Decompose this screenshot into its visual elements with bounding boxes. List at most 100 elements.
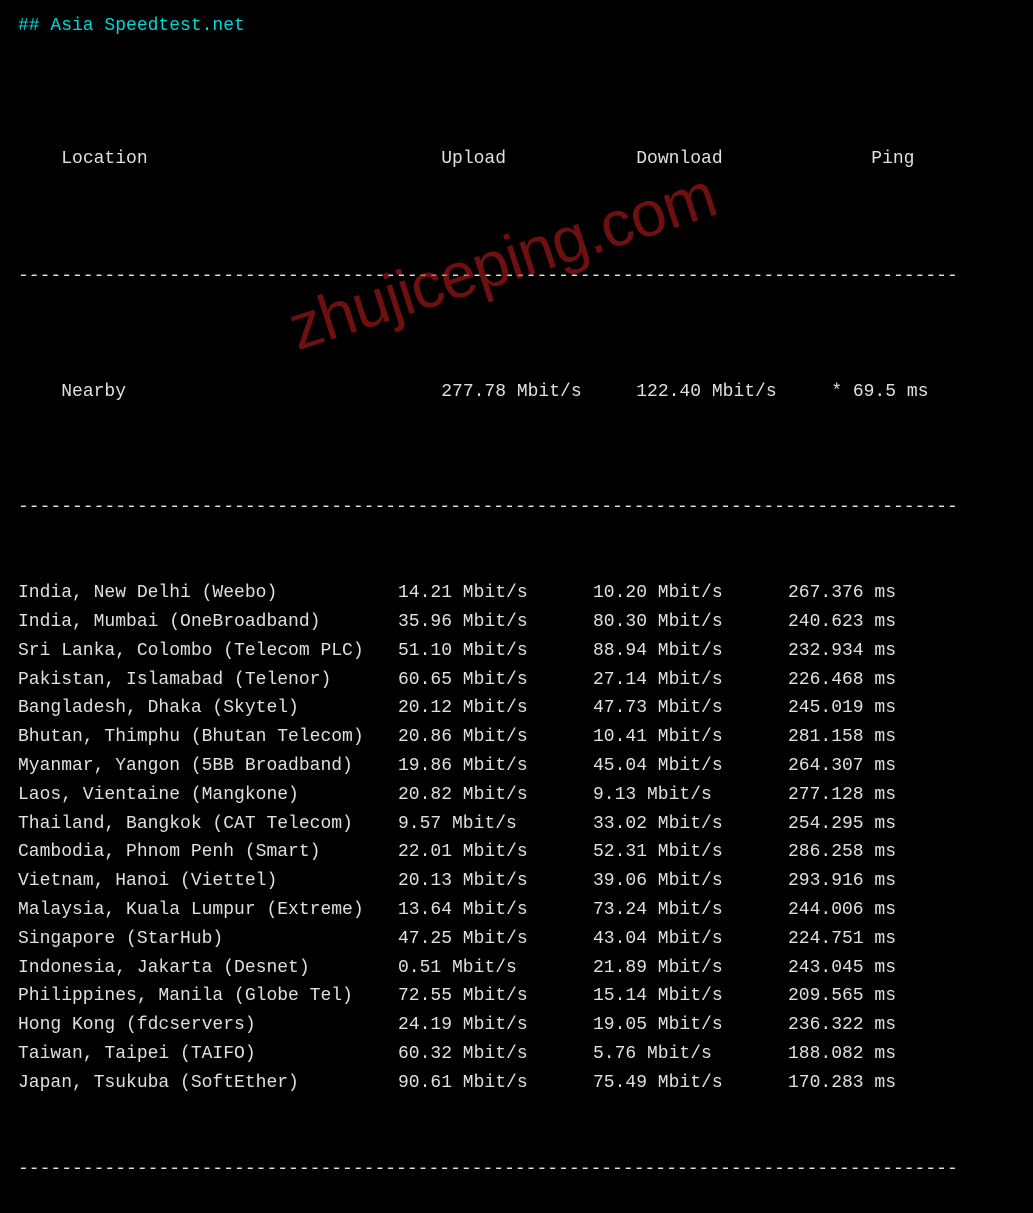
cell-upload: 60.65 Mbit/s bbox=[398, 666, 593, 695]
header-download: Download bbox=[636, 145, 831, 174]
cell-download: 39.06 Mbit/s bbox=[593, 867, 788, 896]
cell-location: Hong Kong (fdcservers) bbox=[18, 1011, 398, 1040]
divider: ----------------------------------------… bbox=[18, 493, 1015, 522]
cell-ping: 293.916 ms bbox=[788, 867, 896, 896]
cell-download: 9.13 Mbit/s bbox=[593, 781, 788, 810]
cell-ping: 245.019 ms bbox=[788, 694, 896, 723]
cell-download: 10.20 Mbit/s bbox=[593, 579, 788, 608]
cell-location: Pakistan, Islamabad (Telenor) bbox=[18, 666, 398, 695]
cell-ping: 224.751 ms bbox=[788, 925, 896, 954]
cell-ping: 243.045 ms bbox=[788, 954, 896, 983]
cell-upload: 0.51 Mbit/s bbox=[398, 954, 593, 983]
table-row: Myanmar, Yangon (5BB Broadband)19.86 Mbi… bbox=[18, 752, 1015, 781]
cell-location: Malaysia, Kuala Lumpur (Extreme) bbox=[18, 896, 398, 925]
cell-location: Thailand, Bangkok (CAT Telecom) bbox=[18, 810, 398, 839]
table-row: India, New Delhi (Weebo)14.21 Mbit/s10.2… bbox=[18, 579, 1015, 608]
table-row: Laos, Vientaine (Mangkone)20.82 Mbit/s9.… bbox=[18, 781, 1015, 810]
cell-ping: 244.006 ms bbox=[788, 896, 896, 925]
cell-upload: 20.12 Mbit/s bbox=[398, 694, 593, 723]
nearby-row: Nearby277.78 Mbit/s122.40 Mbit/s* 69.5 m… bbox=[18, 349, 1015, 435]
table-row: Singapore (StarHub)47.25 Mbit/s43.04 Mbi… bbox=[18, 925, 1015, 954]
cell-upload: 20.86 Mbit/s bbox=[398, 723, 593, 752]
cell-download: 80.30 Mbit/s bbox=[593, 608, 788, 637]
cell-location: Taiwan, Taipei (TAIFO) bbox=[18, 1040, 398, 1069]
cell-ping: 232.934 ms bbox=[788, 637, 896, 666]
cell-download: 15.14 Mbit/s bbox=[593, 982, 788, 1011]
table-row: Hong Kong (fdcservers)24.19 Mbit/s19.05 … bbox=[18, 1011, 1015, 1040]
cell-ping: 267.376 ms bbox=[788, 579, 896, 608]
cell-location: India, New Delhi (Weebo) bbox=[18, 579, 398, 608]
cell-location: Vietnam, Hanoi (Viettel) bbox=[18, 867, 398, 896]
cell-download: 10.41 Mbit/s bbox=[593, 723, 788, 752]
cell-download: 21.89 Mbit/s bbox=[593, 954, 788, 983]
cell-location: Bhutan, Thimphu (Bhutan Telecom) bbox=[18, 723, 398, 752]
cell-ping: 209.565 ms bbox=[788, 982, 896, 1011]
cell-ping: 236.322 ms bbox=[788, 1011, 896, 1040]
cell-upload: 51.10 Mbit/s bbox=[398, 637, 593, 666]
table-row: Philippines, Manila (Globe Tel)72.55 Mbi… bbox=[18, 982, 1015, 1011]
table-row: Indonesia, Jakarta (Desnet)0.51 Mbit/s21… bbox=[18, 954, 1015, 983]
cell-download: 75.49 Mbit/s bbox=[593, 1069, 788, 1098]
cell-upload: 24.19 Mbit/s bbox=[398, 1011, 593, 1040]
cell-location: Philippines, Manila (Globe Tel) bbox=[18, 982, 398, 1011]
cell-location: Singapore (StarHub) bbox=[18, 925, 398, 954]
table-row: Bangladesh, Dhaka (Skytel)20.12 Mbit/s47… bbox=[18, 694, 1015, 723]
cell-download: 52.31 Mbit/s bbox=[593, 838, 788, 867]
nearby-download: 122.40 Mbit/s bbox=[636, 378, 831, 407]
table-header-row: LocationUploadDownloadPing bbox=[18, 116, 1015, 202]
nearby-location: Nearby bbox=[61, 378, 441, 407]
cell-upload: 13.64 Mbit/s bbox=[398, 896, 593, 925]
cell-ping: 277.128 ms bbox=[788, 781, 896, 810]
table-row: Pakistan, Islamabad (Telenor)60.65 Mbit/… bbox=[18, 666, 1015, 695]
header-location: Location bbox=[61, 145, 441, 174]
cell-upload: 19.86 Mbit/s bbox=[398, 752, 593, 781]
cell-upload: 9.57 Mbit/s bbox=[398, 810, 593, 839]
cell-download: 43.04 Mbit/s bbox=[593, 925, 788, 954]
cell-location: Indonesia, Jakarta (Desnet) bbox=[18, 954, 398, 983]
cell-download: 19.05 Mbit/s bbox=[593, 1011, 788, 1040]
cell-ping: 286.258 ms bbox=[788, 838, 896, 867]
cell-location: India, Mumbai (OneBroadband) bbox=[18, 608, 398, 637]
cell-upload: 20.82 Mbit/s bbox=[398, 781, 593, 810]
nearby-upload: 277.78 Mbit/s bbox=[441, 378, 636, 407]
cell-upload: 60.32 Mbit/s bbox=[398, 1040, 593, 1069]
table-row: Thailand, Bangkok (CAT Telecom)9.57 Mbit… bbox=[18, 810, 1015, 839]
table-row: Japan, Tsukuba (SoftEther)90.61 Mbit/s75… bbox=[18, 1069, 1015, 1098]
cell-location: Japan, Tsukuba (SoftEther) bbox=[18, 1069, 398, 1098]
cell-location: Cambodia, Phnom Penh (Smart) bbox=[18, 838, 398, 867]
table-row: Vietnam, Hanoi (Viettel)20.13 Mbit/s39.0… bbox=[18, 867, 1015, 896]
divider: ----------------------------------------… bbox=[18, 262, 1015, 291]
cell-download: 47.73 Mbit/s bbox=[593, 694, 788, 723]
speedtest-table: LocationUploadDownloadPing -------------… bbox=[18, 59, 1015, 1213]
cell-ping: 264.307 ms bbox=[788, 752, 896, 781]
table-row: Malaysia, Kuala Lumpur (Extreme)13.64 Mb… bbox=[18, 896, 1015, 925]
table-row: Taiwan, Taipei (TAIFO)60.32 Mbit/s5.76 M… bbox=[18, 1040, 1015, 1069]
cell-ping: 254.295 ms bbox=[788, 810, 896, 839]
table-row: India, Mumbai (OneBroadband)35.96 Mbit/s… bbox=[18, 608, 1015, 637]
cell-ping: 170.283 ms bbox=[788, 1069, 896, 1098]
cell-location: Bangladesh, Dhaka (Skytel) bbox=[18, 694, 398, 723]
table-row: Sri Lanka, Colombo (Telecom PLC)51.10 Mb… bbox=[18, 637, 1015, 666]
cell-upload: 22.01 Mbit/s bbox=[398, 838, 593, 867]
cell-ping: 188.082 ms bbox=[788, 1040, 896, 1069]
cell-download: 88.94 Mbit/s bbox=[593, 637, 788, 666]
header-upload: Upload bbox=[441, 145, 636, 174]
cell-upload: 90.61 Mbit/s bbox=[398, 1069, 593, 1098]
cell-upload: 35.96 Mbit/s bbox=[398, 608, 593, 637]
cell-download: 33.02 Mbit/s bbox=[593, 810, 788, 839]
cell-ping: 240.623 ms bbox=[788, 608, 896, 637]
divider: ----------------------------------------… bbox=[18, 1155, 1015, 1184]
table-body: India, New Delhi (Weebo)14.21 Mbit/s10.2… bbox=[18, 579, 1015, 1097]
header-ping: Ping bbox=[831, 145, 914, 174]
cell-download: 27.14 Mbit/s bbox=[593, 666, 788, 695]
cell-download: 73.24 Mbit/s bbox=[593, 896, 788, 925]
table-row: Cambodia, Phnom Penh (Smart)22.01 Mbit/s… bbox=[18, 838, 1015, 867]
cell-upload: 47.25 Mbit/s bbox=[398, 925, 593, 954]
cell-download: 5.76 Mbit/s bbox=[593, 1040, 788, 1069]
cell-ping: 226.468 ms bbox=[788, 666, 896, 695]
table-row: Bhutan, Thimphu (Bhutan Telecom)20.86 Mb… bbox=[18, 723, 1015, 752]
cell-upload: 72.55 Mbit/s bbox=[398, 982, 593, 1011]
cell-upload: 20.13 Mbit/s bbox=[398, 867, 593, 896]
cell-location: Laos, Vientaine (Mangkone) bbox=[18, 781, 398, 810]
cell-download: 45.04 Mbit/s bbox=[593, 752, 788, 781]
